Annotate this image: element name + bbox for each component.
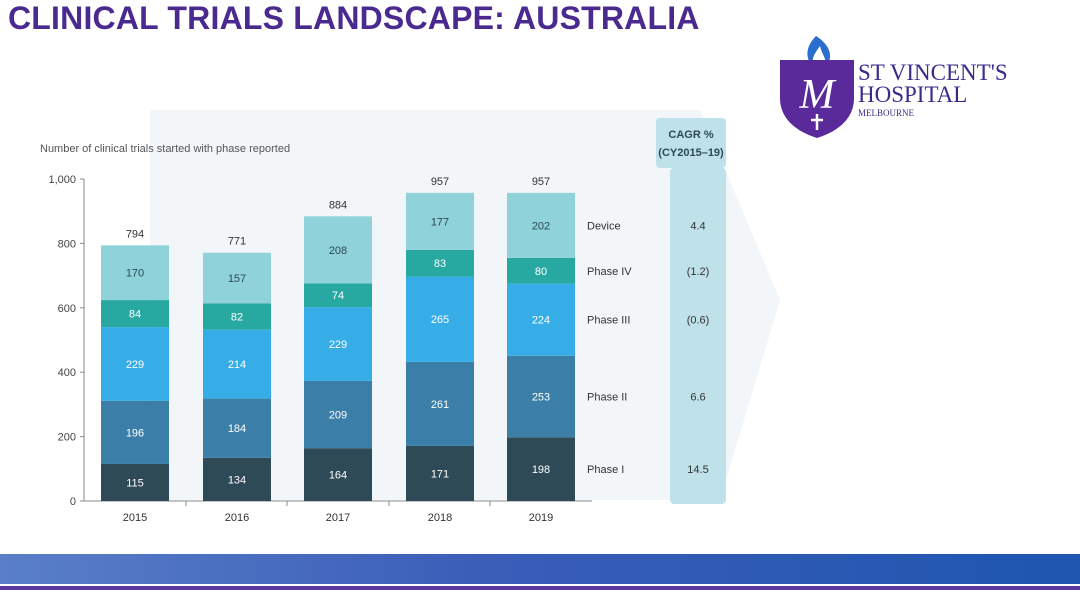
data-label: 171 bbox=[431, 468, 449, 480]
hospital-logo: M bbox=[780, 36, 854, 138]
bar-segment bbox=[406, 445, 474, 501]
bar-segment bbox=[406, 361, 474, 446]
data-label: 80 bbox=[535, 266, 547, 278]
bar-segment bbox=[507, 355, 575, 438]
x-tick-label: 2018 bbox=[428, 512, 452, 524]
y-tick-label: 0 bbox=[70, 496, 76, 508]
logo-flame-icon bbox=[807, 36, 831, 68]
data-label: 134 bbox=[228, 474, 246, 486]
cagr-header-line2: (CY2015–19) bbox=[658, 147, 724, 159]
slide-title: CLINICAL TRIALS LANDSCAPE: AUSTRALIA bbox=[8, 0, 700, 36]
bar-segment bbox=[304, 216, 372, 284]
data-label: 202 bbox=[532, 220, 550, 232]
footer-line bbox=[0, 586, 1080, 590]
legend-label: Phase I bbox=[587, 464, 624, 476]
bar-segment bbox=[203, 303, 271, 330]
data-label: 157 bbox=[228, 273, 246, 285]
total-label: 884 bbox=[329, 199, 347, 211]
bar-segment bbox=[507, 257, 575, 284]
bar-segment bbox=[304, 380, 372, 449]
data-label: 209 bbox=[329, 410, 347, 422]
bar-segment bbox=[101, 400, 169, 464]
y-tick-label: 600 bbox=[58, 303, 76, 315]
data-label: 208 bbox=[329, 245, 347, 257]
bar-segment bbox=[406, 276, 474, 362]
bar-segment bbox=[203, 252, 271, 304]
data-label: 82 bbox=[231, 311, 243, 323]
x-tick-label: 2016 bbox=[225, 512, 249, 524]
data-label: 198 bbox=[532, 464, 550, 476]
data-label: 115 bbox=[126, 477, 144, 489]
bar-segment bbox=[203, 457, 271, 501]
cagr-value: 6.6 bbox=[690, 392, 705, 404]
data-label: 83 bbox=[434, 258, 446, 270]
data-label: 229 bbox=[329, 339, 347, 351]
bar-segment bbox=[406, 249, 474, 277]
bar-segment bbox=[304, 283, 372, 308]
bar-segment bbox=[304, 307, 372, 381]
logo-name-line3: MELBOURNE bbox=[858, 108, 914, 118]
bar-segment bbox=[101, 245, 169, 301]
y-tick-label: 200 bbox=[58, 432, 76, 444]
cagr-header-box bbox=[656, 118, 726, 168]
data-label: 229 bbox=[126, 359, 144, 371]
bar-segment bbox=[101, 463, 169, 501]
total-label: 957 bbox=[431, 176, 449, 188]
data-label: 84 bbox=[129, 309, 141, 321]
cagr-column-box bbox=[670, 168, 726, 504]
x-tick-label: 2015 bbox=[123, 512, 147, 524]
legend-label: Phase IV bbox=[587, 266, 632, 278]
data-label: 214 bbox=[228, 359, 246, 371]
svg-text:M: M bbox=[799, 72, 837, 118]
cagr-value: 4.4 bbox=[690, 220, 705, 232]
data-label: 184 bbox=[228, 423, 246, 435]
data-label: 253 bbox=[532, 392, 550, 404]
cagr-value: (0.6) bbox=[687, 315, 710, 327]
y-axis-title: Number of clinical trials started with p… bbox=[40, 143, 290, 155]
data-label: 177 bbox=[431, 216, 449, 228]
logo-shield-icon bbox=[780, 60, 854, 138]
data-label: 224 bbox=[532, 315, 550, 327]
y-tick-label: 800 bbox=[58, 238, 76, 250]
bar-segment bbox=[304, 448, 372, 501]
data-label: 196 bbox=[126, 427, 144, 439]
cagr-header-line1: CAGR % bbox=[668, 129, 713, 141]
logo-name-line1: ST VINCENT'S bbox=[858, 60, 1008, 85]
footer-bar bbox=[0, 554, 1080, 584]
data-label: 261 bbox=[431, 399, 449, 411]
total-label: 771 bbox=[228, 236, 246, 248]
data-label: 265 bbox=[431, 314, 449, 326]
bar-segment bbox=[406, 192, 474, 250]
total-label: 957 bbox=[532, 176, 550, 188]
data-label: 164 bbox=[329, 470, 347, 482]
logo-cross-icon bbox=[811, 114, 823, 130]
y-tick-label: 400 bbox=[58, 367, 76, 379]
legend-label: Phase III bbox=[587, 315, 630, 327]
bar-segment bbox=[203, 398, 271, 458]
bar-segment bbox=[101, 327, 169, 401]
x-tick-label: 2017 bbox=[326, 512, 350, 524]
bar-segment bbox=[203, 329, 271, 399]
legend-label: Device bbox=[587, 220, 621, 232]
legend-label: Phase II bbox=[587, 392, 627, 404]
total-label: 794 bbox=[126, 228, 144, 240]
cagr-value: 14.5 bbox=[687, 464, 708, 476]
y-tick-label: 1,000 bbox=[48, 174, 76, 186]
data-label: 170 bbox=[126, 268, 144, 280]
logo-name-line2: HOSPITAL bbox=[858, 82, 968, 107]
cagr-value: (1.2) bbox=[687, 266, 710, 278]
bar-segment bbox=[507, 192, 575, 258]
bar-segment bbox=[101, 300, 169, 328]
x-tick-label: 2019 bbox=[529, 512, 553, 524]
bar-segment bbox=[507, 283, 575, 356]
bar-segment bbox=[507, 437, 575, 501]
data-label: 74 bbox=[332, 290, 344, 302]
